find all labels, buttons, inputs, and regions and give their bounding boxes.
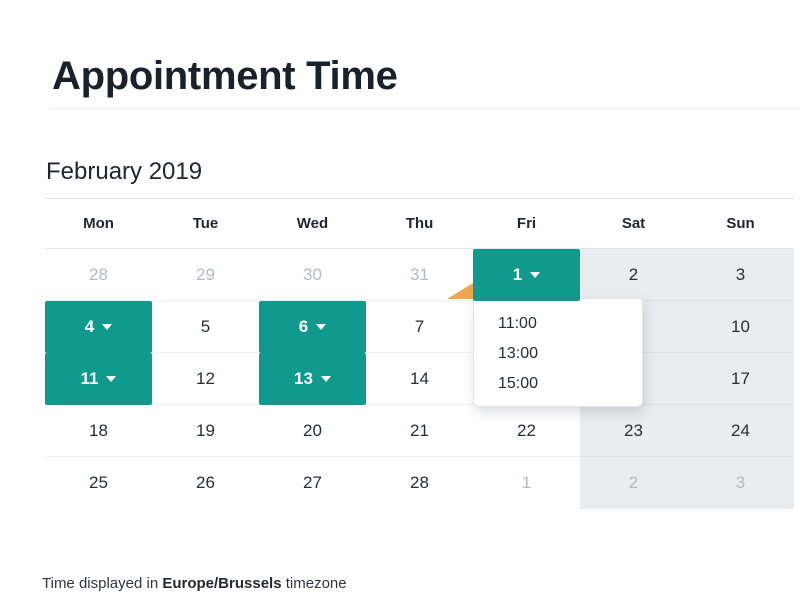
calendar-week-row: 18 19 20 21 22 23 24 xyxy=(45,405,794,457)
caret-down-icon xyxy=(530,272,541,278)
calendar: Mon Tue Wed Thu Fri Sat Sun 28 29 30 31 1 2 3 4 5 6 7 10 1… xyxy=(45,198,794,509)
day-cell: 31 xyxy=(366,249,473,301)
day-number: 21 xyxy=(410,420,429,440)
day-number: 4 xyxy=(84,317,95,336)
day-cell: 14 xyxy=(366,353,473,405)
day-number: 13 xyxy=(294,369,313,388)
caret-down-icon xyxy=(320,376,331,382)
timezone-name: Europe/Brussels xyxy=(162,575,282,592)
timezone-note: Time displayed in Europe/Brussels timezo… xyxy=(42,575,347,592)
calendar-week-row: 28 29 30 31 1 2 3 xyxy=(45,249,794,301)
day-number: 29 xyxy=(196,264,215,284)
time-popup: 11:00 13:00 15:00 xyxy=(473,298,643,407)
day-cell: 30 xyxy=(259,249,366,301)
day-cell: 25 xyxy=(45,457,152,509)
day-number: 20 xyxy=(303,420,322,440)
day-cell: 28 xyxy=(45,249,152,301)
available-day-13[interactable]: 13 xyxy=(259,353,366,405)
month-label: February 2019 xyxy=(46,158,203,185)
time-option-15:00[interactable]: 15:00 xyxy=(498,375,539,392)
day-cell: 12 xyxy=(152,353,259,405)
time-option-list: 11:00 13:00 15:00 xyxy=(498,309,642,399)
day-cell: 3 xyxy=(687,457,794,509)
weekday-label-fri: Fri xyxy=(516,215,537,232)
day-number: 25 xyxy=(89,473,108,492)
page-title: Appointment Time xyxy=(52,54,398,98)
available-day-11[interactable]: 11 xyxy=(45,353,152,405)
day-number: 11 xyxy=(80,369,99,388)
day-number: 7 xyxy=(414,316,425,336)
day-cell: 29 xyxy=(152,249,259,301)
day-cell: 21 xyxy=(366,405,473,457)
calendar-week-row: 4 5 6 7 10 xyxy=(45,301,794,353)
timezone-note-prefix: Time displayed in xyxy=(42,575,163,592)
day-number: 28 xyxy=(410,473,429,492)
day-number: 2 xyxy=(628,473,639,492)
weekday-label-tue: Tue xyxy=(192,215,219,232)
day-cell: 3 xyxy=(687,249,794,301)
day-cell: 22 xyxy=(473,405,580,457)
day-cell: 23 xyxy=(580,405,687,457)
day-number: 26 xyxy=(196,473,215,492)
day-number: 14 xyxy=(410,368,429,388)
timezone-note-suffix: timezone xyxy=(281,575,347,592)
day-cell: 17 xyxy=(687,353,794,405)
corner-marker-icon xyxy=(447,283,473,299)
weekday-label-sat: Sat xyxy=(621,215,646,232)
day-cell: 2 xyxy=(580,249,687,301)
day-number: 1 xyxy=(512,265,523,284)
day-cell: 19 xyxy=(152,405,259,457)
calendar-week-row: 11 12 13 14 17 xyxy=(45,353,794,405)
available-day-6[interactable]: 6 xyxy=(259,301,366,353)
day-cell: 7 xyxy=(366,301,473,353)
day-number: 5 xyxy=(200,316,211,336)
day-cell: 5 xyxy=(152,301,259,353)
day-cell: 1 xyxy=(473,457,580,509)
day-number: 30 xyxy=(303,264,322,284)
day-number: 31 xyxy=(410,264,429,284)
day-number: 24 xyxy=(731,420,750,440)
day-cell: 10 xyxy=(687,301,794,353)
day-grid: 28 29 30 31 1 2 3 4 5 6 7 10 11 12 13 14 17 18 19 20 21 22 23 2… xyxy=(45,249,794,509)
day-number: 27 xyxy=(303,473,322,492)
weekday-label-wed: Wed xyxy=(296,215,329,232)
day-number: 6 xyxy=(298,317,309,336)
time-option-11:00[interactable]: 11:00 xyxy=(498,315,537,332)
day-number: 23 xyxy=(624,420,643,440)
day-number: 19 xyxy=(196,420,215,440)
day-number: 17 xyxy=(731,368,750,388)
time-option-13:00[interactable]: 13:00 xyxy=(498,345,539,362)
weekday-label-sun: Sun xyxy=(726,215,755,232)
title-divider xyxy=(50,108,800,109)
day-cell: 27 xyxy=(259,457,366,509)
weekday-label-mon: Mon xyxy=(83,215,114,232)
day-cell: 18 xyxy=(45,405,152,457)
day-number: 12 xyxy=(196,368,215,388)
weekday-header-row: Mon Tue Wed Thu Fri Sat Sun xyxy=(45,199,794,249)
day-number: 2 xyxy=(628,264,639,284)
weekday-label-thu: Thu xyxy=(405,215,434,232)
day-cell: 24 xyxy=(687,405,794,457)
day-cell: 2 xyxy=(580,457,687,509)
caret-down-icon xyxy=(106,376,117,382)
day-number: 28 xyxy=(89,264,108,284)
day-number: 3 xyxy=(735,473,746,492)
caret-down-icon xyxy=(316,324,327,330)
day-cell: 28 xyxy=(366,457,473,509)
day-number: 1 xyxy=(521,473,532,492)
day-cell: 26 xyxy=(152,457,259,509)
day-number: 3 xyxy=(735,264,746,284)
available-day-4[interactable]: 4 xyxy=(45,301,152,353)
day-number: 22 xyxy=(517,420,536,440)
day-cell: 20 xyxy=(259,405,366,457)
day-number: 18 xyxy=(89,420,108,440)
caret-down-icon xyxy=(102,324,113,330)
available-day-1[interactable]: 1 xyxy=(473,249,580,301)
day-number: 10 xyxy=(731,316,750,336)
calendar-week-row: 25 26 27 28 1 2 3 xyxy=(45,457,794,509)
